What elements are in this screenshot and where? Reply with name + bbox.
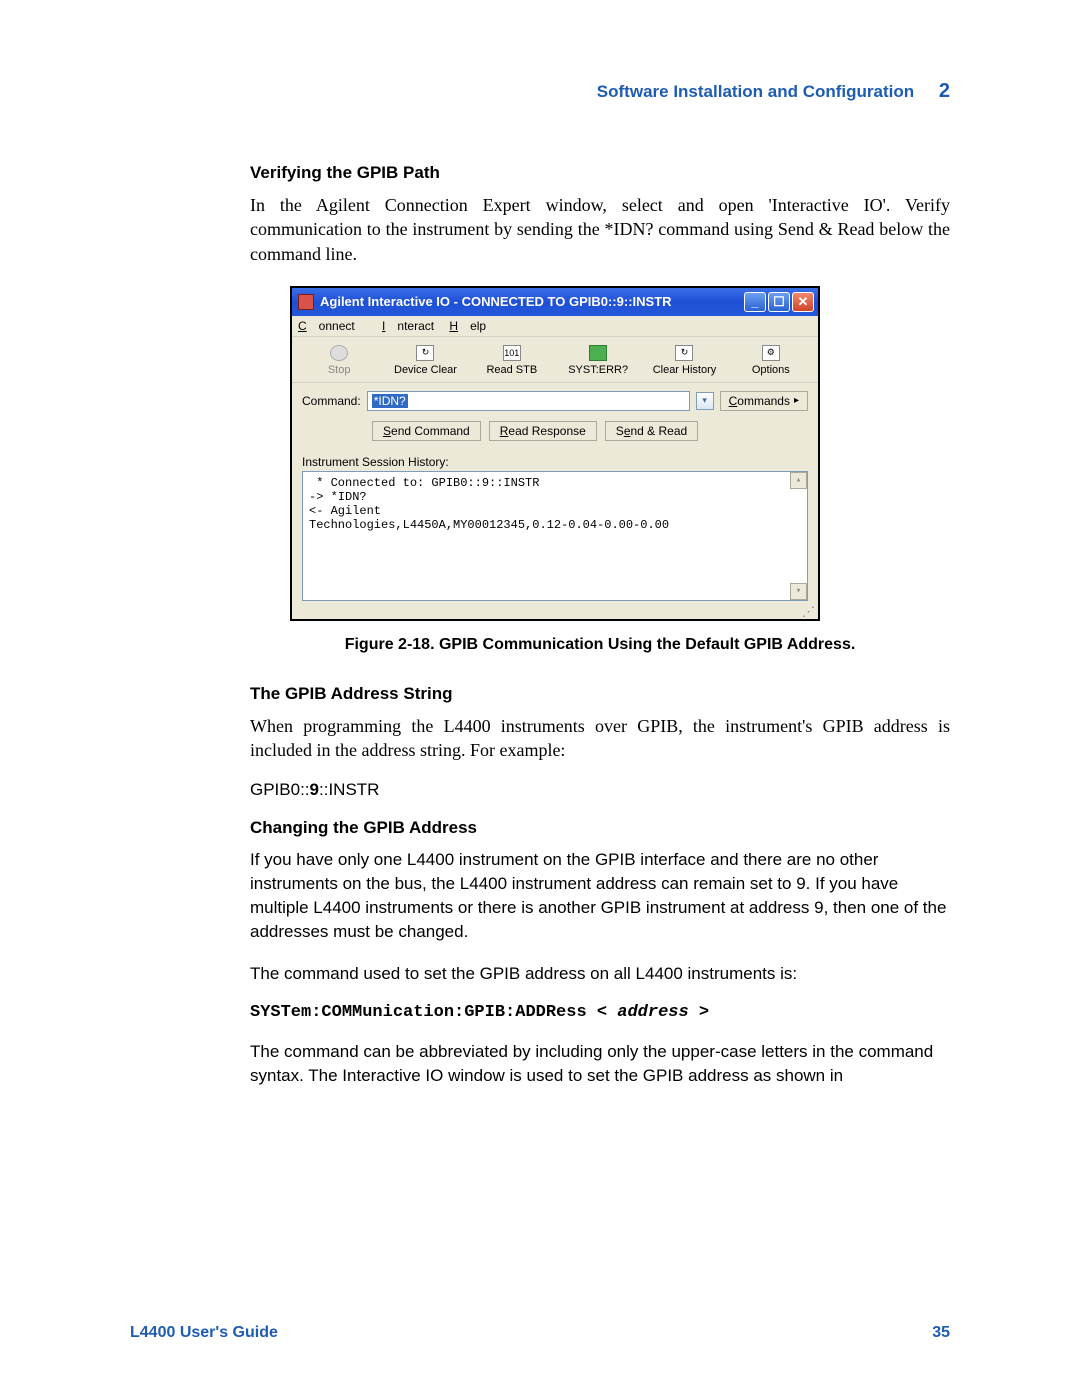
scroll-down-icon[interactable]: ▾ xyxy=(790,583,807,600)
app-icon xyxy=(298,294,314,310)
read-stb-icon: 101 xyxy=(503,345,521,361)
section-title: Software Installation and Configuration xyxy=(597,82,914,101)
para-address-string: When programming the L4400 instruments o… xyxy=(250,714,950,763)
window-title: Agilent Interactive IO - CONNECTED TO GP… xyxy=(320,294,672,309)
history-output: * Connected to: GPIB0::9::INSTR -> *IDN?… xyxy=(302,471,808,601)
toolbar: Stop ↻ Device Clear 101 Read STB SYST:ER… xyxy=(292,337,818,383)
send-command-button[interactable]: Send Command xyxy=(372,421,481,441)
footer-guide: L4400 User's Guide xyxy=(130,1324,278,1342)
history-label: Instrument Session History: xyxy=(292,451,818,471)
para-changing-2: The command used to set the GPIB address… xyxy=(250,962,950,986)
menu-help[interactable]: Help xyxy=(449,319,486,333)
action-button-row: Send Command Read Response Send & Read xyxy=(292,417,818,451)
menu-connect[interactable]: Connect xyxy=(298,319,367,333)
minimize-button[interactable]: _ xyxy=(744,292,766,312)
window: Agilent Interactive IO - CONNECTED TO GP… xyxy=(292,288,818,619)
resize-grip-icon[interactable]: ⋰ xyxy=(292,607,818,619)
page-header: Software Installation and Configuration … xyxy=(130,80,950,103)
para-changing-1: If you have only one L4400 instrument on… xyxy=(250,848,950,943)
heading-verifying-gpib-path: Verifying the GPIB Path xyxy=(130,163,950,183)
stop-button[interactable]: Stop xyxy=(296,343,382,378)
figure-caption: Figure 2-18. GPIB Communication Using th… xyxy=(250,636,950,654)
page-content: Verifying the GPIB Path In the Agilent C… xyxy=(130,163,950,1088)
device-clear-button[interactable]: ↻ Device Clear xyxy=(382,343,468,378)
commands-button[interactable]: Commands▸ xyxy=(720,391,808,411)
clear-history-icon: ↻ xyxy=(675,345,693,361)
chapter-number: 2 xyxy=(939,80,950,102)
page-footer: L4400 User's Guide 35 xyxy=(130,1324,950,1342)
footer-page-number: 35 xyxy=(932,1324,950,1342)
para-changing-3: The command can be abbreviated by includ… xyxy=(250,1040,950,1088)
read-stb-button[interactable]: 101 Read STB xyxy=(469,343,555,378)
menu-interact[interactable]: Interact xyxy=(382,319,434,333)
command-label: Command: xyxy=(302,394,361,408)
device-clear-icon: ↻ xyxy=(416,345,434,361)
command-dropdown-icon[interactable]: ▾ xyxy=(696,392,714,410)
scroll-up-icon[interactable]: ▴ xyxy=(790,472,807,489)
clear-history-button[interactable]: ↻ Clear History xyxy=(641,343,727,378)
options-button[interactable]: ⚙ Options xyxy=(728,343,814,378)
figure-interactive-io-window: Agilent Interactive IO - CONNECTED TO GP… xyxy=(290,286,820,621)
syst-err-button[interactable]: SYST:ERR? xyxy=(555,343,641,378)
options-icon: ⚙ xyxy=(762,345,780,361)
command-input[interactable]: *IDN? xyxy=(367,391,690,411)
heading-changing-gpib-address: Changing the GPIB Address xyxy=(130,818,950,838)
heading-gpib-address-string: The GPIB Address String xyxy=(130,684,950,704)
menu-bar: Connect Interact Help xyxy=(292,316,818,337)
stop-icon xyxy=(330,345,348,361)
syst-err-icon xyxy=(589,345,607,361)
address-example: GPIB0::9::INSTR xyxy=(250,780,950,800)
command-syntax: SYSTem:COMMunication:GPIB:ADDRess < addr… xyxy=(250,1003,950,1022)
close-button[interactable]: ✕ xyxy=(792,292,814,312)
window-titlebar: Agilent Interactive IO - CONNECTED TO GP… xyxy=(292,288,818,316)
maximize-button[interactable]: ☐ xyxy=(768,292,790,312)
read-response-button[interactable]: Read Response xyxy=(489,421,597,441)
para-verifying: In the Agilent Connection Expert window,… xyxy=(250,193,950,266)
send-read-button[interactable]: Send & Read xyxy=(605,421,698,441)
command-value: *IDN? xyxy=(372,394,408,408)
command-row: Command: *IDN? ▾ Commands▸ xyxy=(292,383,818,417)
